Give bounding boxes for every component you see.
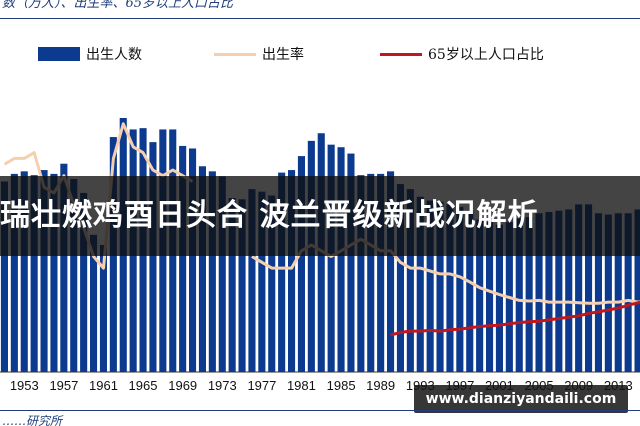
x-tick-label-1961: 1961 [89,378,118,393]
bar-1952 [10,173,18,372]
bar-1972 [208,171,216,372]
legend-swatch-elderly-share [380,52,422,56]
bar-1959 [80,192,88,372]
bar-1960 [90,234,98,372]
bottom-divider [0,410,640,411]
bar-2008 [565,209,573,372]
bar-1978 [268,195,276,372]
bar-1980 [288,170,296,372]
bar-1988 [367,173,375,372]
x-tick-label-1965: 1965 [129,378,158,393]
bar-1969 [179,145,187,372]
bar-1990 [387,171,395,372]
bar-1981 [297,156,305,372]
bar-2003 [515,218,523,372]
bar-1982 [307,140,315,372]
bar-1977 [258,191,266,372]
x-tick-label-1989: 1989 [366,378,395,393]
legend-item-births: 出生人数 [38,44,142,64]
chart-caption: 数（万人）、出生率、65岁以上人口占比 [2,0,234,11]
bar-2009 [575,204,583,372]
top-divider [0,18,640,19]
bar-1954 [30,175,38,372]
legend-label-births: 出生人数 [86,47,142,63]
bar-2013 [614,213,622,372]
bar-1996 [446,204,454,372]
x-tick-label-1985: 1985 [327,378,356,393]
legend: 出生人数 出生率 65岁以上人口占比 [0,44,640,70]
bar-1999 [476,219,484,372]
bar-2004 [525,217,533,372]
x-tick-label-1977: 1977 [247,378,276,393]
bar-1955 [40,170,48,372]
bar-1997 [456,206,464,372]
bar-1970 [189,148,197,372]
headline-banner: 瑞壮燃鸡酉日头合 波兰晋级新战况解析 [0,176,640,256]
bar-1971 [198,166,206,372]
watermark: www.dianziyandaili.com [414,385,628,413]
elderly-share-line-segment-0 [390,300,640,337]
bar-1966 [149,142,157,372]
bar-1973 [218,176,226,372]
bar-1998 [466,210,474,372]
x-tick-label-1953: 1953 [10,378,39,393]
bar-2012 [604,214,612,372]
bar-2001 [495,224,503,372]
legend-label-birth-rate: 出生率 [262,47,304,63]
headline-text: 瑞壮燃鸡酉日头合 波兰晋级新战况解析 [0,198,539,233]
birth-rate-line-segment-0 [3,122,194,270]
bar-1989 [377,173,385,372]
legend-label-elderly-share: 65岁以上人口占比 [428,47,544,63]
legend-item-elderly-share: 65岁以上人口占比 [380,44,544,64]
bar-1987 [357,175,365,372]
bar-1993 [416,196,424,372]
bar-1975 [238,199,246,372]
bar-1991 [396,184,404,372]
bar-1979 [278,172,286,372]
bar-1985 [337,147,345,372]
bar-2007 [555,210,563,372]
bar-1994 [426,200,434,372]
bar-2014 [624,213,632,372]
x-tick-label-1981: 1981 [287,378,316,393]
bar-2006 [545,211,553,372]
bar-1956 [50,173,58,372]
bar-1976 [248,189,256,372]
bar-1986 [347,153,355,372]
bar-2005 [535,213,543,372]
legend-swatch-birth-rate [214,52,256,56]
source-note: ……研究所 [2,414,63,426]
legend-swatch-births [38,47,80,61]
bar-1974 [228,198,236,372]
bar-1995 [436,201,444,372]
bar-1951 [0,181,8,372]
bar-2010 [585,204,593,372]
legend-item-birth-rate: 出生率 [214,44,304,64]
bar-1984 [327,144,335,372]
bar-2015 [634,209,640,372]
x-tick-label-1969: 1969 [168,378,197,393]
bar-1953 [20,171,28,372]
bar-1992 [406,189,414,372]
bar-2011 [594,213,602,372]
x-tick-label-1973: 1973 [208,378,237,393]
bar-1958 [70,178,78,372]
bar-1957 [60,163,68,372]
bar-1961 [99,245,107,372]
x-tick-label-1957: 1957 [49,378,78,393]
bar-2000 [486,222,494,372]
